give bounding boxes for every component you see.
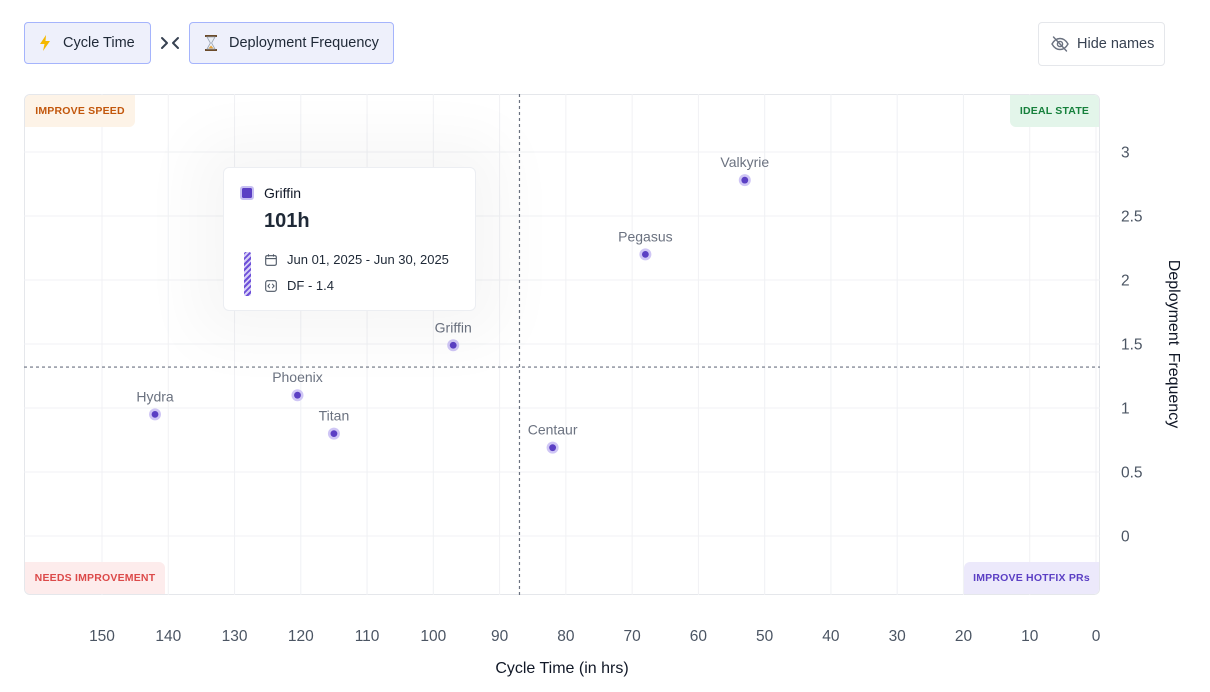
data-point-label: Griffin bbox=[435, 319, 472, 335]
y-tick-label: 0 bbox=[1121, 529, 1130, 546]
tooltip-color-swatch bbox=[240, 186, 254, 200]
data-point[interactable] bbox=[741, 176, 749, 184]
x-tick-label: 30 bbox=[889, 628, 907, 645]
y-tick-label: 2 bbox=[1121, 273, 1130, 290]
data-point-label: Titan bbox=[319, 408, 350, 424]
x-tick-label: 40 bbox=[822, 628, 840, 645]
hourglass-icon bbox=[205, 35, 217, 51]
quadrant-label-improve-speed: IMPROVE SPEED bbox=[25, 95, 135, 127]
lightning-icon bbox=[39, 35, 51, 51]
hide-names-button[interactable]: Hide names bbox=[1038, 22, 1165, 66]
y-metric-label: Deployment Frequency bbox=[229, 35, 379, 51]
y-axis-title: Deployment Frequency bbox=[1165, 259, 1182, 429]
data-point-label: Phoenix bbox=[272, 369, 323, 385]
hide-names-label: Hide names bbox=[1077, 36, 1155, 52]
tooltip-series-bar bbox=[244, 252, 251, 296]
x-tick-label: 80 bbox=[557, 628, 575, 645]
tooltip-name: Griffin bbox=[264, 185, 302, 201]
data-point[interactable] bbox=[641, 251, 649, 258]
x-tick-label: 50 bbox=[756, 628, 774, 645]
x-tick-label: 110 bbox=[355, 628, 380, 645]
x-metric-selector[interactable]: Cycle Time bbox=[24, 22, 151, 64]
tooltip-detail: DF - 1.4 bbox=[287, 278, 334, 293]
point-tooltip: Griffin 101h Jun 01, 2025 - Jun 30, 2025… bbox=[223, 167, 476, 311]
calendar-icon bbox=[265, 253, 277, 266]
x-tick-label: 130 bbox=[222, 628, 248, 645]
swap-arrows-icon[interactable] bbox=[159, 34, 181, 52]
x-tick-label: 60 bbox=[690, 628, 708, 645]
quadrant-label-ideal-state: IDEAL STATE bbox=[1010, 95, 1099, 127]
data-point[interactable] bbox=[549, 444, 557, 452]
x-tick-label: 0 bbox=[1092, 628, 1101, 645]
data-point-label: Valkyrie bbox=[720, 154, 769, 170]
data-point-label: Pegasus bbox=[618, 228, 672, 244]
tooltip-value: 101h bbox=[264, 210, 310, 232]
x-tick-label: 10 bbox=[1021, 628, 1039, 645]
data-point-label: Hydra bbox=[136, 388, 174, 404]
quadrant-label-improve-hotfix-prs: IMPROVE HOTFIX PRs bbox=[964, 562, 1099, 594]
x-tick-label: 150 bbox=[89, 628, 115, 645]
quadrant-label-needs-improvement: NEEDS IMPROVEMENT bbox=[25, 562, 165, 594]
x-axis-title: Cycle Time (in hrs) bbox=[495, 660, 629, 677]
eye-off-icon bbox=[1051, 36, 1069, 52]
y-tick-label: 1 bbox=[1121, 401, 1130, 418]
x-tick-label: 20 bbox=[955, 628, 973, 645]
x-metric-label: Cycle Time bbox=[63, 35, 135, 51]
x-tick-label: 70 bbox=[624, 628, 642, 645]
x-tick-label: 100 bbox=[420, 628, 446, 645]
tooltip-detail-row: DF - 1.4 bbox=[265, 278, 334, 293]
y-metric-selector[interactable]: Deployment Frequency bbox=[189, 22, 394, 64]
data-point-label: Centaur bbox=[528, 422, 578, 438]
x-tick-label: 90 bbox=[491, 628, 509, 645]
data-point[interactable] bbox=[151, 411, 159, 418]
y-tick-label: 2.5 bbox=[1121, 209, 1143, 226]
tooltip-date-row: Jun 01, 2025 - Jun 30, 2025 bbox=[265, 252, 449, 267]
x-tick-label: 120 bbox=[288, 628, 314, 645]
data-point[interactable] bbox=[330, 430, 338, 437]
tooltip-date-range: Jun 01, 2025 - Jun 30, 2025 bbox=[287, 252, 449, 267]
data-point[interactable] bbox=[294, 391, 301, 399]
code-icon bbox=[265, 279, 277, 292]
y-tick-label: 0.5 bbox=[1121, 465, 1143, 482]
data-point[interactable] bbox=[449, 341, 457, 349]
x-tick-label: 140 bbox=[155, 628, 181, 645]
y-tick-label: 3 bbox=[1121, 145, 1130, 162]
y-tick-label: 1.5 bbox=[1121, 337, 1143, 354]
